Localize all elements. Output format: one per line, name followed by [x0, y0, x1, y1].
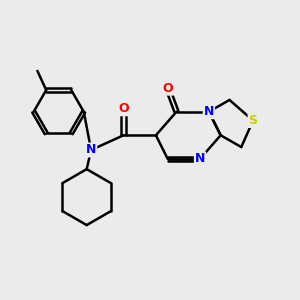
Text: O: O [118, 102, 129, 115]
Text: S: S [249, 114, 258, 127]
Text: N: N [86, 143, 96, 157]
Text: N: N [204, 105, 214, 118]
Text: O: O [162, 82, 173, 95]
Text: N: N [195, 152, 205, 165]
